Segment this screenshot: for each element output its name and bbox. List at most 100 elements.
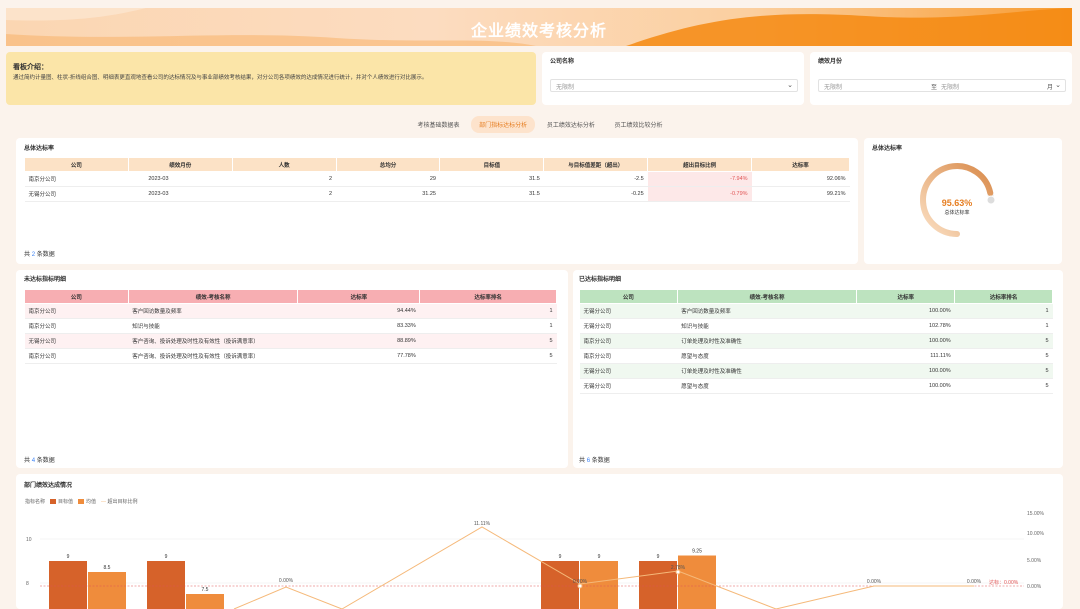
bar-mean (88, 572, 126, 609)
company-select-value: 无限制 (556, 85, 575, 91)
table-row[interactable]: 南京分公司 愿望与态度 111.11% 5 (579, 348, 1053, 364)
intro-heading: 看板介绍： (13, 64, 48, 71)
col-header[interactable]: 公司 (24, 157, 129, 172)
tab-base-data[interactable]: 考核基础数据表 (417, 123, 460, 129)
legend-label: 均值 (86, 499, 97, 505)
tab-employee-compare[interactable]: 员工绩效比较分析 (614, 123, 663, 129)
cell-rank: 1 (954, 318, 1053, 334)
intro-panel: 看板介绍： 通过简约计量图、柱状-折线组合图、明细表更直观地查看公司的达标情况及… (6, 52, 536, 105)
table-row[interactable]: 无锡分公司 2023-03 2 31.25 31.5 -0.25 -0.79% … (24, 186, 850, 202)
table-row[interactable]: 南京分公司 2023-03 2 29 31.5 -2.5 -7.94% 92.0… (24, 171, 850, 187)
col-header[interactable]: 公司 (579, 289, 678, 304)
line-point (577, 583, 583, 589)
month-filter-label: 绩效月份 (818, 59, 843, 65)
col-header[interactable]: 超出目标比例 (647, 157, 753, 172)
cell-exceed-ratio: -7.94% (647, 171, 752, 187)
legend-swatch (78, 499, 85, 505)
tab-bar: 考核基础数据表 部门指标达标分析 员工绩效达标分析 员工绩效比较分析 (0, 116, 1080, 133)
month-range-select[interactable]: 无限制 至 无限制 月 ⌄ (818, 79, 1066, 92)
col-header[interactable]: 绩效月份 (127, 157, 233, 172)
bar-mean (678, 555, 716, 609)
gauge-card (864, 138, 1062, 264)
y2-tick-label: 15.00% (1027, 511, 1045, 517)
table-row[interactable]: 无锡分公司 客户回访数量及频率 100.00% 1 (579, 303, 1053, 319)
line-point-label: 0.00% (867, 579, 882, 585)
col-header[interactable]: 达标率 (297, 289, 421, 304)
month-unit: 月 (1046, 85, 1053, 91)
cell-rank: 5 (419, 348, 557, 364)
cell-rate: 99.21% (751, 186, 850, 202)
cell-company: 无锡分公司 (579, 318, 678, 334)
tab-employee-analysis[interactable]: 员工绩效达标分析 (546, 123, 595, 129)
bar-target (541, 561, 579, 609)
cell-company: 南京分公司 (579, 348, 678, 364)
cell-metric: 客户回访数量及频率 (677, 303, 857, 319)
legend-item-target[interactable]: 目标值 (50, 498, 73, 505)
bar-target (49, 561, 87, 609)
y2-tick-label: 0.00% (1027, 584, 1042, 590)
col-header[interactable]: 绩效-考核名称 (127, 289, 299, 304)
unmet-header-row: 公司 绩效-考核名称 达标率 达标率排名 (24, 289, 557, 304)
table-row[interactable]: 无锡分公司 知识与技能 102.78% 1 (579, 318, 1053, 334)
table-row[interactable]: 南京分公司 客户咨询、投诉处理及时性及有效性（投诉满意率） 77.78% 5 (24, 348, 557, 364)
table-row[interactable]: 南京分公司 订单处理及时性及准确性 100.00% 5 (579, 333, 1053, 349)
legend-label: 超出目标比例 (107, 499, 138, 505)
col-header[interactable]: 达标率 (856, 289, 956, 304)
unmet-title: 未达标指标明细 (24, 277, 67, 283)
cell-rate: 111.11% (856, 348, 955, 364)
legend-item-exceed[interactable]: — 超出目标比例 (101, 498, 137, 505)
cell-target: 31.5 (439, 186, 544, 202)
cell-metric: 客户回访数量及频率 (128, 303, 298, 319)
line-point-label: 0.00% (279, 578, 294, 584)
count-value: 4 (31, 458, 36, 464)
cell-company: 南京分公司 (24, 303, 129, 319)
col-header[interactable]: 绩效-考核名称 (676, 289, 858, 304)
bar-target (639, 561, 677, 609)
col-header[interactable]: 目标值 (439, 157, 545, 172)
cell-metric: 愿望与态度 (677, 378, 857, 394)
col-header[interactable]: 达标率 (751, 157, 850, 172)
count-prefix: 共 (579, 458, 586, 464)
cell-company: 南京分公司 (24, 348, 129, 364)
gauge-title: 总体达标率 (872, 146, 903, 152)
bar-label: 7.5 (202, 587, 209, 593)
bar-label: 9 (165, 554, 168, 560)
col-header[interactable]: 总均分 (335, 157, 441, 172)
bar-label: 9 (657, 554, 660, 560)
cell-rate: 92.06% (751, 171, 850, 187)
legend-item-mean[interactable]: 均值 (78, 498, 96, 505)
table-row[interactable]: 无锡分公司 订单处理及时性及准确性 100.00% 5 (579, 363, 1053, 379)
count-suffix: 条数据 (36, 458, 55, 464)
line-point-label: 2.78% (671, 565, 686, 571)
col-header[interactable]: 人数 (231, 157, 337, 172)
overall-header-row: 公司 绩效月份 人数 总均分 目标值 与目标值差距（超出） 超出目标比例 达标率 (24, 157, 850, 172)
table-row[interactable]: 南京分公司 客户回访数量及频率 94.44% 1 (24, 303, 557, 319)
tab-dept-analysis[interactable]: 部门指标达标分析 (471, 116, 536, 133)
cell-month: 2023-03 (128, 171, 233, 187)
overall-title: 总体达标率 (24, 146, 55, 152)
table-row[interactable]: 无锡分公司 客户咨询、投诉处理及时性及有效性（投诉满意率） 88.89% 5 (24, 333, 557, 349)
company-select[interactable]: 无限制 ⌄ (550, 79, 798, 92)
count-value: 6 (586, 458, 591, 464)
month-from-value: 无限制 (824, 85, 843, 91)
gauge-fill (920, 163, 994, 237)
cell-rank: 1 (954, 303, 1053, 319)
col-header[interactable]: 达标率排名 (954, 289, 1053, 304)
line-point-label: 11.11% (474, 521, 491, 527)
col-header[interactable]: 达标率排名 (419, 289, 557, 304)
gauge-knob (986, 195, 996, 205)
cell-rate: 83.33% (297, 318, 420, 334)
col-header[interactable]: 公司 (24, 289, 129, 304)
cell-month: 2023-03 (128, 186, 233, 202)
count-prefix: 共 (24, 252, 31, 258)
cell-count: 2 (232, 186, 337, 202)
banner-decoration (6, 8, 1072, 46)
table-row[interactable]: 南京分公司 知识与技能 83.33% 1 (24, 318, 557, 334)
cell-company: 无锡分公司 (24, 186, 129, 202)
table-row[interactable]: 无锡分公司 愿望与态度 100.00% 5 (579, 378, 1053, 394)
col-header[interactable]: 与目标值差距（超出） (543, 157, 649, 172)
cell-company: 南京分公司 (24, 171, 129, 187)
gauge-chart (920, 163, 996, 237)
cell-rate: 100.00% (856, 303, 955, 319)
cell-metric: 知识与技能 (128, 318, 298, 334)
